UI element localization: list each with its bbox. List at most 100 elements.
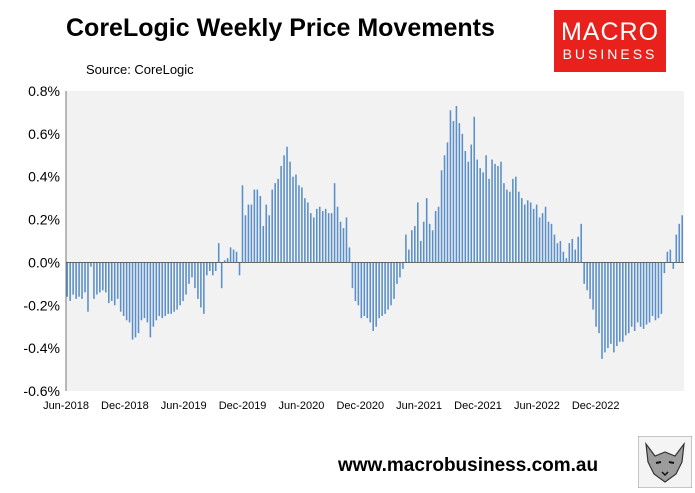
bar xyxy=(164,262,167,316)
bar xyxy=(360,262,363,319)
bar xyxy=(336,206,339,263)
bar xyxy=(562,251,565,263)
bar xyxy=(161,262,164,319)
bar xyxy=(523,204,526,263)
bar xyxy=(229,247,232,263)
bar xyxy=(532,208,535,263)
bar xyxy=(464,151,467,263)
bar xyxy=(357,262,360,306)
bar xyxy=(455,106,458,263)
bar xyxy=(122,262,125,316)
bar xyxy=(630,262,633,327)
plot-area xyxy=(66,91,684,391)
bar xyxy=(616,262,618,346)
bar xyxy=(470,144,473,263)
bar xyxy=(559,241,562,263)
bar xyxy=(194,262,196,289)
bar xyxy=(110,262,113,301)
bar xyxy=(526,200,529,263)
bar xyxy=(307,202,309,263)
x-tick-labels: Jun-2018 Dec-2018 Jun-2019 Dec-2019 Jun-2020… xyxy=(43,400,619,412)
bar xyxy=(250,204,253,263)
bar xyxy=(81,262,83,299)
bar xyxy=(375,262,377,327)
bar xyxy=(90,262,92,267)
bar xyxy=(384,262,386,314)
bar xyxy=(497,166,499,263)
bar xyxy=(96,262,98,295)
bar xyxy=(482,172,484,263)
bar xyxy=(529,202,532,263)
bar xyxy=(589,262,591,299)
bar xyxy=(437,206,440,263)
bar xyxy=(188,262,190,284)
chart-source: Source: CoreLogic xyxy=(86,62,194,77)
bar xyxy=(461,133,464,263)
bar xyxy=(402,262,404,269)
bar xyxy=(387,262,389,310)
bar xyxy=(660,262,663,314)
logo-line-1: MACRO xyxy=(560,18,660,46)
bar xyxy=(226,258,229,263)
bar xyxy=(396,262,398,284)
x-tick-label: Jun-2018 xyxy=(43,400,89,412)
y-tick-label: 0.2% xyxy=(28,212,60,228)
bar xyxy=(515,176,517,263)
bar xyxy=(333,183,336,263)
bar xyxy=(167,262,169,314)
bar xyxy=(535,204,538,263)
bar xyxy=(556,243,559,263)
bar xyxy=(209,262,211,271)
bar xyxy=(197,262,199,299)
bar-chart: -0.6% -0.4% -0.2% 0.0% 0.2% 0.4% 0.6% 0.8% Jun-… xyxy=(23,83,684,412)
bar xyxy=(191,262,193,278)
bar xyxy=(467,161,470,263)
bar xyxy=(678,223,681,263)
bar xyxy=(583,262,585,284)
bar xyxy=(143,262,146,319)
bar xyxy=(425,198,428,263)
x-tick-label: Dec-2019 xyxy=(219,400,267,412)
footer-url[interactable]: www.macrobusiness.com.au xyxy=(338,455,599,476)
bar xyxy=(298,185,300,263)
bar xyxy=(304,198,306,263)
bar xyxy=(610,262,612,344)
bar xyxy=(321,211,324,263)
bar xyxy=(324,208,327,263)
bar xyxy=(452,121,455,263)
macrobusiness-logo: MACRO BUSINESS xyxy=(554,10,666,72)
bar xyxy=(286,146,288,263)
bar xyxy=(366,262,369,319)
bar xyxy=(182,262,184,301)
bar xyxy=(639,262,642,327)
bar xyxy=(624,262,627,336)
bar xyxy=(173,262,175,312)
bar xyxy=(354,262,357,301)
bar xyxy=(491,159,493,263)
y-tick-label: -0.6% xyxy=(23,383,60,399)
bar xyxy=(595,262,597,327)
bar xyxy=(108,262,110,304)
bar xyxy=(131,262,134,340)
bar xyxy=(348,247,351,263)
bar xyxy=(613,262,615,353)
bar xyxy=(473,116,476,263)
bar xyxy=(140,262,143,321)
bar xyxy=(247,204,250,263)
bar xyxy=(149,262,152,338)
bar xyxy=(577,236,580,263)
bar xyxy=(446,142,449,263)
bar xyxy=(206,262,208,276)
bar xyxy=(598,262,600,334)
bar xyxy=(223,260,226,263)
bar xyxy=(179,262,181,306)
bar xyxy=(607,262,609,349)
bar xyxy=(66,262,68,297)
bar xyxy=(292,176,294,263)
bar xyxy=(369,262,372,323)
bar xyxy=(669,249,672,263)
bar xyxy=(434,211,437,263)
bar xyxy=(176,262,178,310)
bar xyxy=(541,213,544,263)
bar xyxy=(651,262,654,316)
